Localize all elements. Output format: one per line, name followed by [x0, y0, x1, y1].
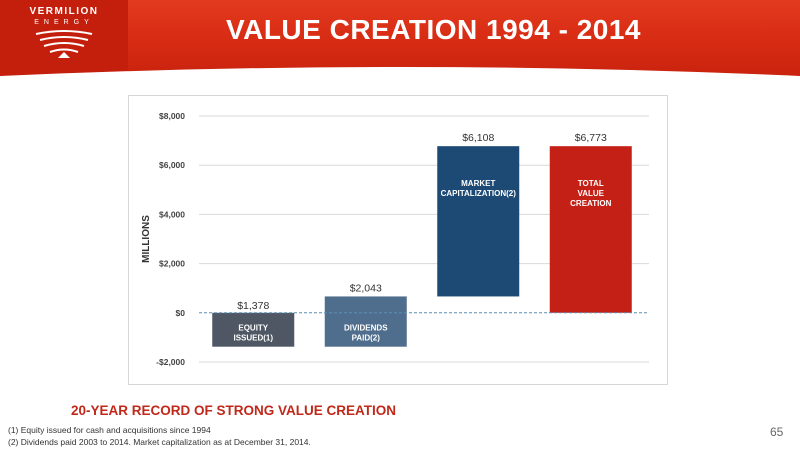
category-label: CREATION — [570, 199, 611, 208]
y-tick-label: $0 — [176, 308, 186, 318]
header-bar: VERMILION ENERGY VALUE CREATION 1994 - 2… — [0, 0, 800, 76]
bar — [549, 146, 632, 313]
page-title: VALUE CREATION 1994 - 2014 — [226, 14, 641, 45]
data-label: $2,043 — [350, 282, 382, 294]
category-label: TOTAL — [578, 179, 604, 188]
company-logo: VERMILION ENERGY — [0, 0, 128, 76]
y-tick-label: $2,000 — [159, 259, 185, 269]
y-tick-label: $4,000 — [159, 209, 185, 219]
footnote-1: (1) Equity issued for cash and acquisiti… — [8, 425, 211, 435]
logo-mark-icon — [35, 30, 93, 58]
bar — [324, 296, 407, 347]
category-label: VALUE — [577, 189, 604, 198]
bar — [212, 312, 295, 347]
bar — [437, 146, 520, 297]
waterfall-chart: -$2,000 $0 $2,000 $4,000 $6,000 $8,000 MILLION… — [141, 111, 649, 367]
y-tick-label: -$2,000 — [156, 357, 185, 367]
page-number: 65 — [770, 425, 784, 439]
logo-subtitle: ENERGY — [34, 19, 94, 26]
chart-panel: -$2,000 $0 $2,000 $4,000 $6,000 $8,000 MILLION… — [128, 95, 668, 385]
category-label: DIVIDENDS — [344, 324, 388, 333]
data-label: $6,773 — [575, 132, 607, 144]
y-tick-label: $6,000 — [159, 160, 185, 170]
category-label: MARKET — [461, 179, 495, 188]
logo-name: VERMILION — [29, 6, 99, 17]
footnote-2: (2) Dividends paid 2003 to 2014. Market … — [8, 437, 311, 447]
data-label: $6,108 — [462, 132, 494, 144]
data-label: $1,378 — [237, 300, 269, 312]
y-tick-label: $8,000 — [159, 111, 185, 121]
y-axis-label: MILLIONS — [141, 215, 152, 263]
chart-subtitle: 20-YEAR RECORD OF STRONG VALUE CREATION — [71, 403, 397, 418]
category-label: CAPITALIZATION(2) — [441, 189, 517, 198]
category-label: PAID(2) — [352, 334, 381, 343]
category-label: ISSUED(1) — [233, 334, 273, 343]
header-swoosh — [0, 67, 800, 100]
category-label: EQUITY — [238, 324, 268, 333]
